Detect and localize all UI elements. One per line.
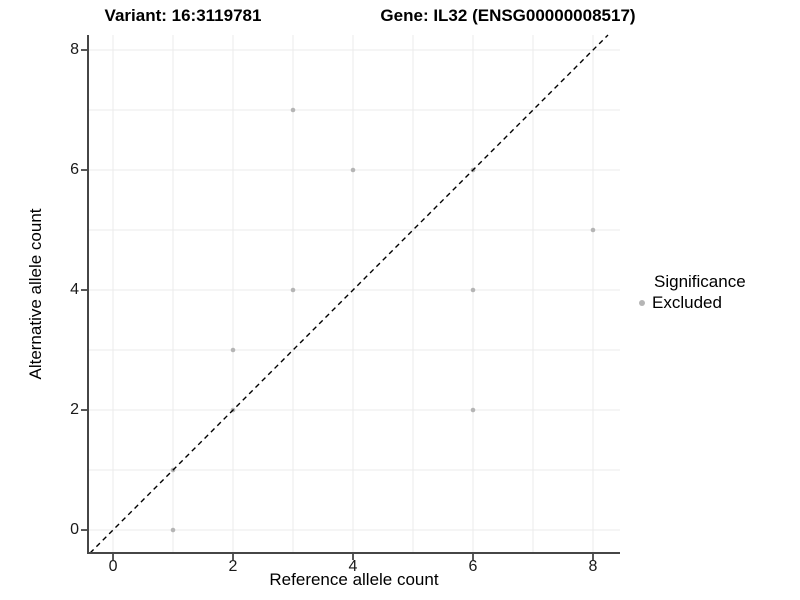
x-tick-label-8: 8: [588, 558, 598, 575]
identity-line: [89, 34, 609, 554]
x-tick-label-4: 4: [348, 558, 358, 575]
y-tick-label-8: 8: [70, 41, 79, 58]
data-point-3-7: [290, 107, 296, 113]
y-tick-label-6: 6: [70, 161, 79, 178]
y-tick-label-4: 4: [70, 281, 79, 298]
x-tick-label-2: 2: [228, 558, 238, 575]
data-point-6-4: [470, 287, 476, 293]
legend-title: Significance: [654, 272, 746, 291]
data-point-3-4: [290, 287, 296, 293]
y-tick-label-2: 2: [70, 401, 79, 418]
legend-item-label: Excluded: [652, 293, 722, 312]
data-point-6-2: [470, 407, 476, 413]
legend: Significance Excluded: [636, 272, 746, 312]
data-point-2-3: [230, 347, 236, 353]
plot-title-variant: Variant: 16:3119781: [104, 6, 262, 25]
x-tick-label-0: 0: [108, 558, 118, 575]
data-point-8-5: [590, 227, 596, 233]
x-axis-title: Reference allele count: [269, 570, 439, 589]
data-point-4-6: [350, 167, 356, 173]
data-point-1-0: [170, 527, 176, 533]
legend-point-swatch-icon: [639, 299, 645, 306]
x-tick-label-6: 6: [468, 558, 478, 575]
plot-title-gene: Gene: IL32 (ENSG00000008517): [380, 6, 636, 25]
y-tick-label-0: 0: [70, 521, 79, 539]
legend-item-excluded: Excluded: [636, 293, 746, 312]
